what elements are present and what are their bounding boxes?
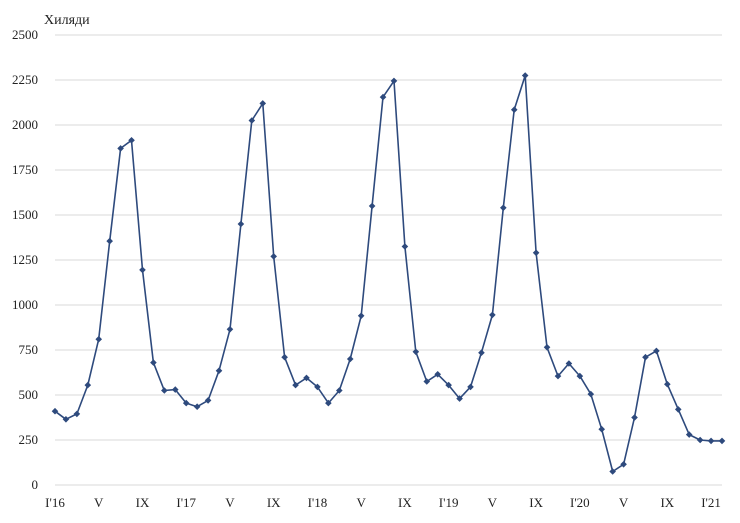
data-point	[150, 359, 157, 366]
data-point	[489, 311, 496, 319]
series-line	[54, 74, 722, 473]
data-point	[106, 237, 113, 245]
data-point	[161, 387, 168, 394]
y-axis-ticks: 0 250 500 750 1000 1250 1500 1750 2000 2250 2500	[12, 27, 38, 492]
data-point	[653, 347, 660, 355]
y-tick-label: 1500	[12, 207, 38, 222]
y-tick-label: 750	[19, 342, 39, 357]
data-point	[237, 220, 245, 228]
series-layer	[51, 72, 726, 475]
data-point	[379, 93, 387, 101]
data-point	[335, 387, 343, 394]
data-point	[95, 335, 103, 343]
data-point	[390, 77, 398, 85]
data-point	[226, 326, 234, 333]
data-point	[412, 348, 420, 356]
data-point	[303, 374, 310, 382]
data-point	[707, 437, 715, 445]
data-point	[467, 383, 474, 391]
data-point	[554, 372, 562, 380]
x-tick-label: IX	[398, 495, 412, 510]
y-tick-label: 1750	[12, 162, 38, 177]
data-point	[532, 249, 540, 257]
data-point	[598, 425, 606, 433]
data-point	[171, 386, 179, 393]
data-point	[510, 106, 518, 113]
x-tick-label: IX	[529, 495, 543, 510]
data-point	[664, 380, 671, 388]
x-tick-label: I'17	[176, 495, 196, 510]
data-point	[346, 355, 354, 363]
data-point	[674, 406, 682, 413]
data-point	[139, 266, 146, 274]
x-tick-label: V	[619, 495, 629, 510]
data-point	[565, 360, 573, 367]
data-point	[248, 117, 256, 124]
data-point	[631, 414, 638, 421]
x-tick-label: IX	[660, 495, 674, 510]
data-point	[423, 378, 431, 385]
data-point	[117, 145, 124, 152]
data-point	[270, 253, 277, 260]
y-tick-label: 1000	[12, 297, 38, 312]
data-point	[445, 381, 452, 389]
data-point	[73, 410, 81, 418]
y-tick-label: 2250	[12, 72, 38, 87]
y-tick-label: 1250	[12, 252, 38, 267]
data-point	[609, 468, 616, 475]
data-point	[718, 437, 726, 445]
data-point	[51, 407, 59, 415]
data-point	[281, 353, 288, 361]
x-tick-label: V	[225, 495, 235, 510]
unit-label: Хиляди	[44, 13, 90, 28]
x-tick-label: I'21	[701, 495, 721, 510]
data-point	[696, 436, 704, 444]
data-point	[357, 312, 365, 320]
y-tick-label: 2500	[12, 27, 38, 42]
data-point	[325, 399, 332, 407]
y-tick-label: 0	[32, 477, 39, 492]
data-point	[62, 416, 70, 423]
data-point	[500, 204, 507, 212]
x-tick-label: V	[488, 495, 498, 510]
data-point	[456, 395, 463, 402]
y-tick-label: 2000	[12, 117, 38, 132]
data-point	[215, 367, 223, 374]
data-point	[204, 397, 212, 404]
data-point	[543, 344, 551, 351]
data-point	[642, 353, 649, 361]
y-tick-label: 250	[19, 432, 39, 447]
data-point	[620, 461, 627, 468]
x-axis-ticks: I'16 V IX I'17 V IX I'18 V IX I'19 V IX I'20 V IX I'21	[45, 495, 721, 510]
data-point	[685, 431, 693, 438]
gridlines	[55, 34, 722, 486]
data-point	[259, 100, 267, 107]
data-point	[128, 137, 135, 144]
data-point	[368, 202, 376, 210]
data-point	[193, 403, 201, 410]
data-point	[521, 72, 529, 79]
x-tick-label: IX	[267, 495, 281, 510]
data-point	[478, 349, 485, 356]
x-tick-label: V	[94, 495, 104, 510]
data-point	[576, 372, 584, 380]
y-tick-label: 500	[19, 387, 39, 402]
x-tick-label: I'18	[308, 495, 328, 510]
x-tick-label: V	[356, 495, 366, 510]
x-tick-label: I'16	[45, 495, 65, 510]
data-point	[401, 243, 409, 250]
x-tick-label: I'20	[570, 495, 590, 510]
data-point	[314, 383, 321, 391]
x-tick-label: IX	[136, 495, 150, 510]
data-point	[434, 371, 442, 378]
data-point	[182, 399, 190, 407]
data-point	[292, 381, 299, 389]
data-point	[84, 381, 92, 389]
data-point	[587, 390, 595, 398]
x-tick-label: I'19	[439, 495, 459, 510]
